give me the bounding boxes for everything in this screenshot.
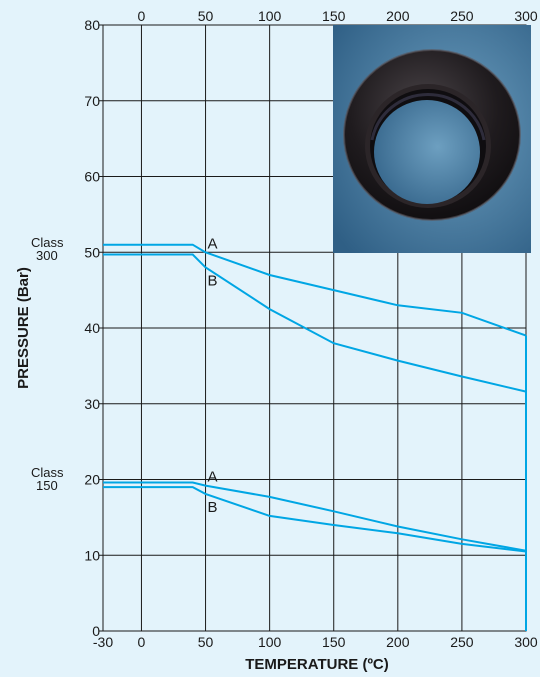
x-tick-label-top: 250 (450, 8, 474, 24)
y-tick-label: 0 (92, 623, 100, 639)
series-label-a: A (208, 235, 218, 252)
class-300-label-line2: 300 (36, 248, 58, 263)
x-tick-label-bottom: 250 (450, 634, 474, 650)
x-tick-label-top: 150 (322, 8, 346, 24)
y-tick-label: 80 (84, 17, 100, 33)
series-line-b-1 (103, 253, 527, 393)
x-tick-label-top: 100 (258, 8, 282, 24)
series-label-b: B (208, 499, 218, 516)
y-tick-label: 40 (84, 320, 100, 336)
x-tick-label-bottom: 50 (198, 634, 214, 650)
series-label-a: A (208, 469, 218, 486)
x-tick-label-bottom: 150 (322, 634, 346, 650)
x-tick-label-bottom: -30 (93, 634, 113, 650)
x-tick-label-bottom: 0 (138, 634, 146, 650)
x-tick-label-top: 50 (198, 8, 214, 24)
x-tick-label-bottom: 100 (258, 634, 282, 650)
series-layer (103, 243, 527, 631)
class-150-label-line2: 150 (36, 478, 58, 493)
y-axis-title: PRESSURE (Bar) (15, 267, 32, 389)
class-300-label-line1: Class (31, 235, 64, 250)
class-150-label-line1: Class (31, 465, 64, 480)
y-tick-label: 10 (84, 547, 100, 563)
y-tick-label: 60 (84, 169, 100, 185)
x-tick-label-bottom: 300 (514, 634, 538, 650)
y-tick-label: 20 (84, 472, 100, 488)
series-line-a-0 (103, 243, 527, 337)
series-line-a-2 (103, 481, 527, 552)
x-tick-label-top: 300 (514, 8, 538, 24)
y-tick-label: 70 (84, 93, 100, 109)
y-tick-label: 50 (84, 244, 100, 260)
series-line-b-3 (103, 486, 527, 553)
x-tick-label-top: 200 (386, 8, 410, 24)
y-tick-label: 30 (84, 396, 100, 412)
x-axis-title: TEMPERATURE (ºC) (245, 656, 389, 673)
x-tick-label-top: 0 (138, 8, 146, 24)
seat-ring-photo (333, 25, 531, 253)
x-tick-label-bottom: 200 (386, 634, 410, 650)
series-label-b: B (208, 272, 218, 289)
